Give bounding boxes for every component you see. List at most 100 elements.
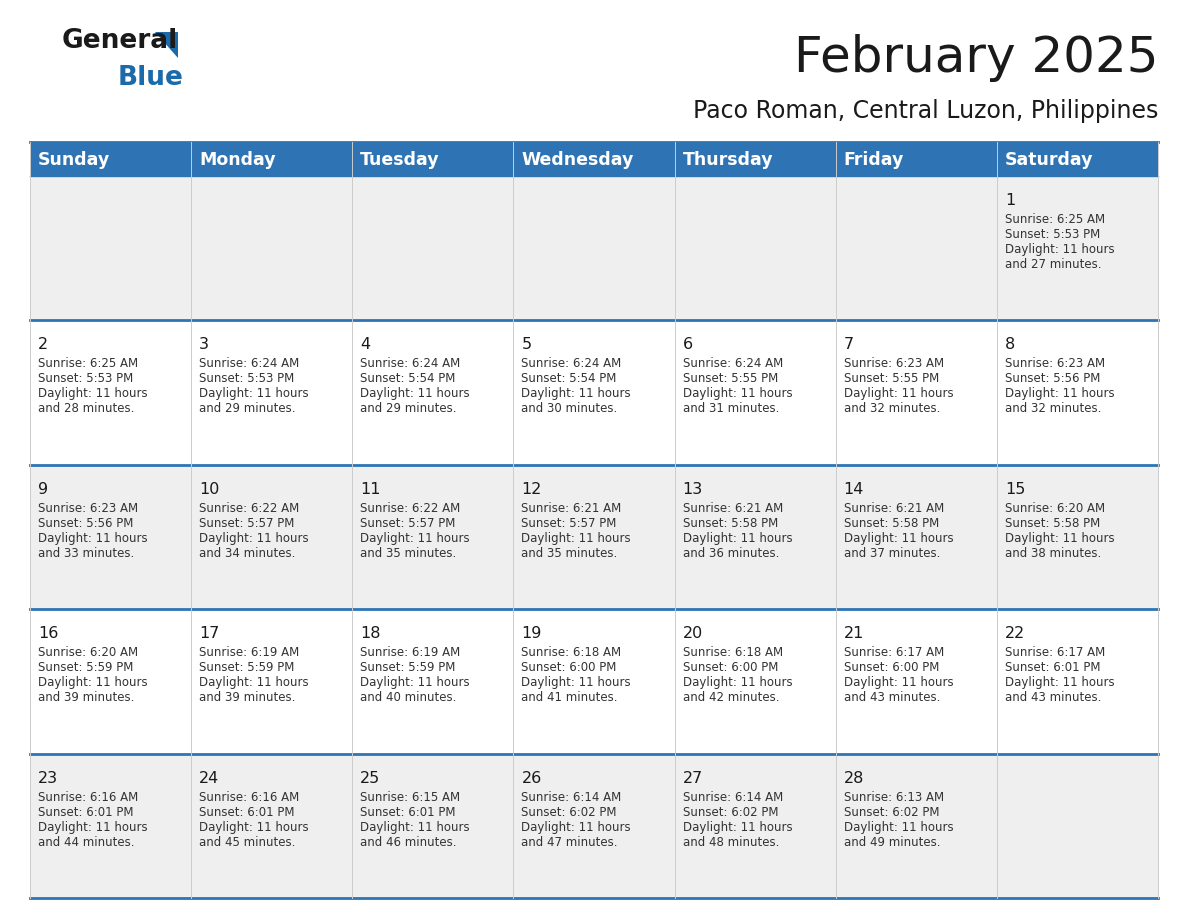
Text: Daylight: 11 hours: Daylight: 11 hours: [200, 532, 309, 544]
Polygon shape: [154, 32, 178, 58]
Text: 4: 4: [360, 338, 371, 353]
Text: Sunset: 6:01 PM: Sunset: 6:01 PM: [200, 806, 295, 819]
Text: Monday: Monday: [200, 151, 276, 169]
Text: 1: 1: [1005, 193, 1015, 208]
Text: Daylight: 11 hours: Daylight: 11 hours: [200, 677, 309, 689]
Text: and 49 minutes.: and 49 minutes.: [843, 835, 940, 848]
Text: Sunset: 5:54 PM: Sunset: 5:54 PM: [522, 373, 617, 386]
Text: General: General: [62, 28, 178, 54]
Text: and 46 minutes.: and 46 minutes.: [360, 835, 456, 848]
Text: 8: 8: [1005, 338, 1015, 353]
Text: Sunrise: 6:15 AM: Sunrise: 6:15 AM: [360, 790, 461, 803]
Text: 14: 14: [843, 482, 864, 497]
Text: and 41 minutes.: and 41 minutes.: [522, 691, 618, 704]
Text: Sunset: 6:00 PM: Sunset: 6:00 PM: [683, 661, 778, 674]
Text: Sunrise: 6:14 AM: Sunrise: 6:14 AM: [683, 790, 783, 803]
Text: Daylight: 11 hours: Daylight: 11 hours: [360, 821, 470, 834]
Text: Sunset: 5:57 PM: Sunset: 5:57 PM: [522, 517, 617, 530]
Text: 20: 20: [683, 626, 703, 641]
Text: and 35 minutes.: and 35 minutes.: [522, 547, 618, 560]
Text: Sunset: 6:01 PM: Sunset: 6:01 PM: [38, 806, 133, 819]
Text: and 47 minutes.: and 47 minutes.: [522, 835, 618, 848]
Text: Sunrise: 6:21 AM: Sunrise: 6:21 AM: [522, 502, 621, 515]
Text: and 38 minutes.: and 38 minutes.: [1005, 547, 1101, 560]
Text: 18: 18: [360, 626, 381, 641]
Text: Sunday: Sunday: [38, 151, 110, 169]
Text: Daylight: 11 hours: Daylight: 11 hours: [360, 677, 470, 689]
Text: Sunset: 5:59 PM: Sunset: 5:59 PM: [360, 661, 456, 674]
Text: Sunrise: 6:21 AM: Sunrise: 6:21 AM: [683, 502, 783, 515]
Text: February 2025: February 2025: [794, 34, 1158, 82]
Bar: [30, 176, 1158, 320]
Text: and 35 minutes.: and 35 minutes.: [360, 547, 456, 560]
Text: Sunset: 5:53 PM: Sunset: 5:53 PM: [1005, 228, 1100, 241]
Text: 15: 15: [1005, 482, 1025, 497]
Text: and 32 minutes.: and 32 minutes.: [843, 402, 940, 416]
Text: Daylight: 11 hours: Daylight: 11 hours: [683, 532, 792, 544]
Text: Friday: Friday: [843, 151, 904, 169]
Text: and 33 minutes.: and 33 minutes.: [38, 547, 134, 560]
Text: and 28 minutes.: and 28 minutes.: [38, 402, 134, 416]
Text: and 44 minutes.: and 44 minutes.: [38, 835, 134, 848]
Text: 19: 19: [522, 626, 542, 641]
Text: Sunset: 5:57 PM: Sunset: 5:57 PM: [200, 517, 295, 530]
Text: Daylight: 11 hours: Daylight: 11 hours: [522, 387, 631, 400]
Bar: [30, 754, 1158, 898]
Bar: [30, 610, 1158, 754]
Text: Sunrise: 6:13 AM: Sunrise: 6:13 AM: [843, 790, 943, 803]
Text: Daylight: 11 hours: Daylight: 11 hours: [1005, 387, 1114, 400]
Text: Sunrise: 6:18 AM: Sunrise: 6:18 AM: [522, 646, 621, 659]
Text: 16: 16: [38, 626, 58, 641]
Text: Daylight: 11 hours: Daylight: 11 hours: [1005, 243, 1114, 256]
Text: Sunrise: 6:24 AM: Sunrise: 6:24 AM: [360, 357, 461, 370]
Text: Daylight: 11 hours: Daylight: 11 hours: [843, 821, 953, 834]
Text: 7: 7: [843, 338, 854, 353]
Text: 9: 9: [38, 482, 49, 497]
Text: Sunset: 5:59 PM: Sunset: 5:59 PM: [38, 661, 133, 674]
Text: Sunset: 5:53 PM: Sunset: 5:53 PM: [200, 373, 295, 386]
Text: Sunrise: 6:17 AM: Sunrise: 6:17 AM: [843, 646, 944, 659]
Text: Daylight: 11 hours: Daylight: 11 hours: [522, 821, 631, 834]
Text: and 43 minutes.: and 43 minutes.: [1005, 691, 1101, 704]
Text: 24: 24: [200, 770, 220, 786]
Text: and 31 minutes.: and 31 minutes.: [683, 402, 779, 416]
Text: Daylight: 11 hours: Daylight: 11 hours: [200, 821, 309, 834]
Text: Sunset: 5:58 PM: Sunset: 5:58 PM: [683, 517, 778, 530]
Text: Sunset: 5:54 PM: Sunset: 5:54 PM: [360, 373, 456, 386]
Text: and 37 minutes.: and 37 minutes.: [843, 547, 940, 560]
Text: Sunrise: 6:16 AM: Sunrise: 6:16 AM: [38, 790, 138, 803]
Text: 13: 13: [683, 482, 703, 497]
Text: Sunrise: 6:18 AM: Sunrise: 6:18 AM: [683, 646, 783, 659]
Text: and 29 minutes.: and 29 minutes.: [360, 402, 456, 416]
Text: Daylight: 11 hours: Daylight: 11 hours: [683, 677, 792, 689]
Text: 6: 6: [683, 338, 693, 353]
Text: Sunrise: 6:14 AM: Sunrise: 6:14 AM: [522, 790, 621, 803]
Text: 27: 27: [683, 770, 703, 786]
Text: Daylight: 11 hours: Daylight: 11 hours: [200, 387, 309, 400]
Text: Sunrise: 6:19 AM: Sunrise: 6:19 AM: [360, 646, 461, 659]
Text: and 45 minutes.: and 45 minutes.: [200, 835, 296, 848]
Text: Sunset: 6:02 PM: Sunset: 6:02 PM: [683, 806, 778, 819]
Text: Daylight: 11 hours: Daylight: 11 hours: [38, 532, 147, 544]
Text: 11: 11: [360, 482, 381, 497]
Text: Wednesday: Wednesday: [522, 151, 634, 169]
Text: Daylight: 11 hours: Daylight: 11 hours: [360, 387, 470, 400]
Text: 10: 10: [200, 482, 220, 497]
Text: 2: 2: [38, 338, 49, 353]
Text: and 34 minutes.: and 34 minutes.: [200, 547, 296, 560]
Text: Daylight: 11 hours: Daylight: 11 hours: [843, 532, 953, 544]
Text: Daylight: 11 hours: Daylight: 11 hours: [683, 387, 792, 400]
Text: Sunrise: 6:25 AM: Sunrise: 6:25 AM: [38, 357, 138, 370]
Text: Daylight: 11 hours: Daylight: 11 hours: [38, 821, 147, 834]
Text: 21: 21: [843, 626, 864, 641]
Text: Sunset: 6:00 PM: Sunset: 6:00 PM: [843, 661, 939, 674]
Text: Sunset: 5:57 PM: Sunset: 5:57 PM: [360, 517, 456, 530]
Text: and 36 minutes.: and 36 minutes.: [683, 547, 779, 560]
Bar: [30, 142, 1158, 176]
Text: Sunrise: 6:24 AM: Sunrise: 6:24 AM: [200, 357, 299, 370]
Text: Sunrise: 6:22 AM: Sunrise: 6:22 AM: [360, 502, 461, 515]
Text: 17: 17: [200, 626, 220, 641]
Text: Paco Roman, Central Luzon, Philippines: Paco Roman, Central Luzon, Philippines: [693, 99, 1158, 123]
Text: and 39 minutes.: and 39 minutes.: [200, 691, 296, 704]
Text: and 29 minutes.: and 29 minutes.: [200, 402, 296, 416]
